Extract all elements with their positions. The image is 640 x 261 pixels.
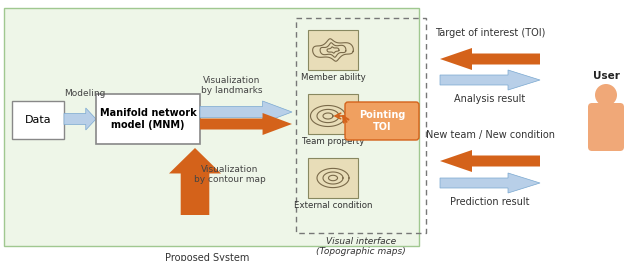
FancyBboxPatch shape (308, 94, 358, 134)
Text: External condition: External condition (294, 201, 372, 210)
Text: Team property: Team property (302, 137, 364, 146)
Polygon shape (440, 70, 540, 90)
Text: Proposed System: Proposed System (165, 253, 249, 261)
FancyBboxPatch shape (4, 8, 419, 246)
FancyBboxPatch shape (308, 30, 358, 70)
Text: Data: Data (25, 115, 51, 125)
Circle shape (595, 84, 617, 106)
Text: New team / New condition: New team / New condition (426, 130, 554, 140)
FancyBboxPatch shape (588, 103, 624, 151)
FancyBboxPatch shape (96, 94, 200, 144)
Polygon shape (200, 113, 292, 135)
Text: Target of interest (TOI): Target of interest (TOI) (435, 28, 545, 38)
Text: Analysis result: Analysis result (454, 94, 525, 104)
Text: Member ability: Member ability (301, 73, 365, 82)
FancyBboxPatch shape (12, 101, 64, 139)
Text: Visual interface
(Topographic maps): Visual interface (Topographic maps) (316, 237, 406, 256)
Polygon shape (440, 48, 540, 70)
Polygon shape (169, 148, 221, 215)
Polygon shape (440, 150, 540, 172)
Text: Prediction result: Prediction result (451, 197, 530, 207)
Text: Visualization
by landmarks: Visualization by landmarks (201, 76, 263, 96)
Text: Manifold network
model (MNM): Manifold network model (MNM) (100, 108, 196, 130)
Text: Modeling: Modeling (64, 89, 106, 98)
Text: User: User (593, 71, 620, 81)
Text: Pointing
TOI: Pointing TOI (359, 110, 405, 132)
FancyBboxPatch shape (345, 102, 419, 140)
Text: Visualization
by contour map: Visualization by contour map (194, 165, 266, 185)
Polygon shape (440, 173, 540, 193)
Polygon shape (64, 108, 96, 130)
Polygon shape (200, 101, 292, 123)
FancyBboxPatch shape (308, 158, 358, 198)
